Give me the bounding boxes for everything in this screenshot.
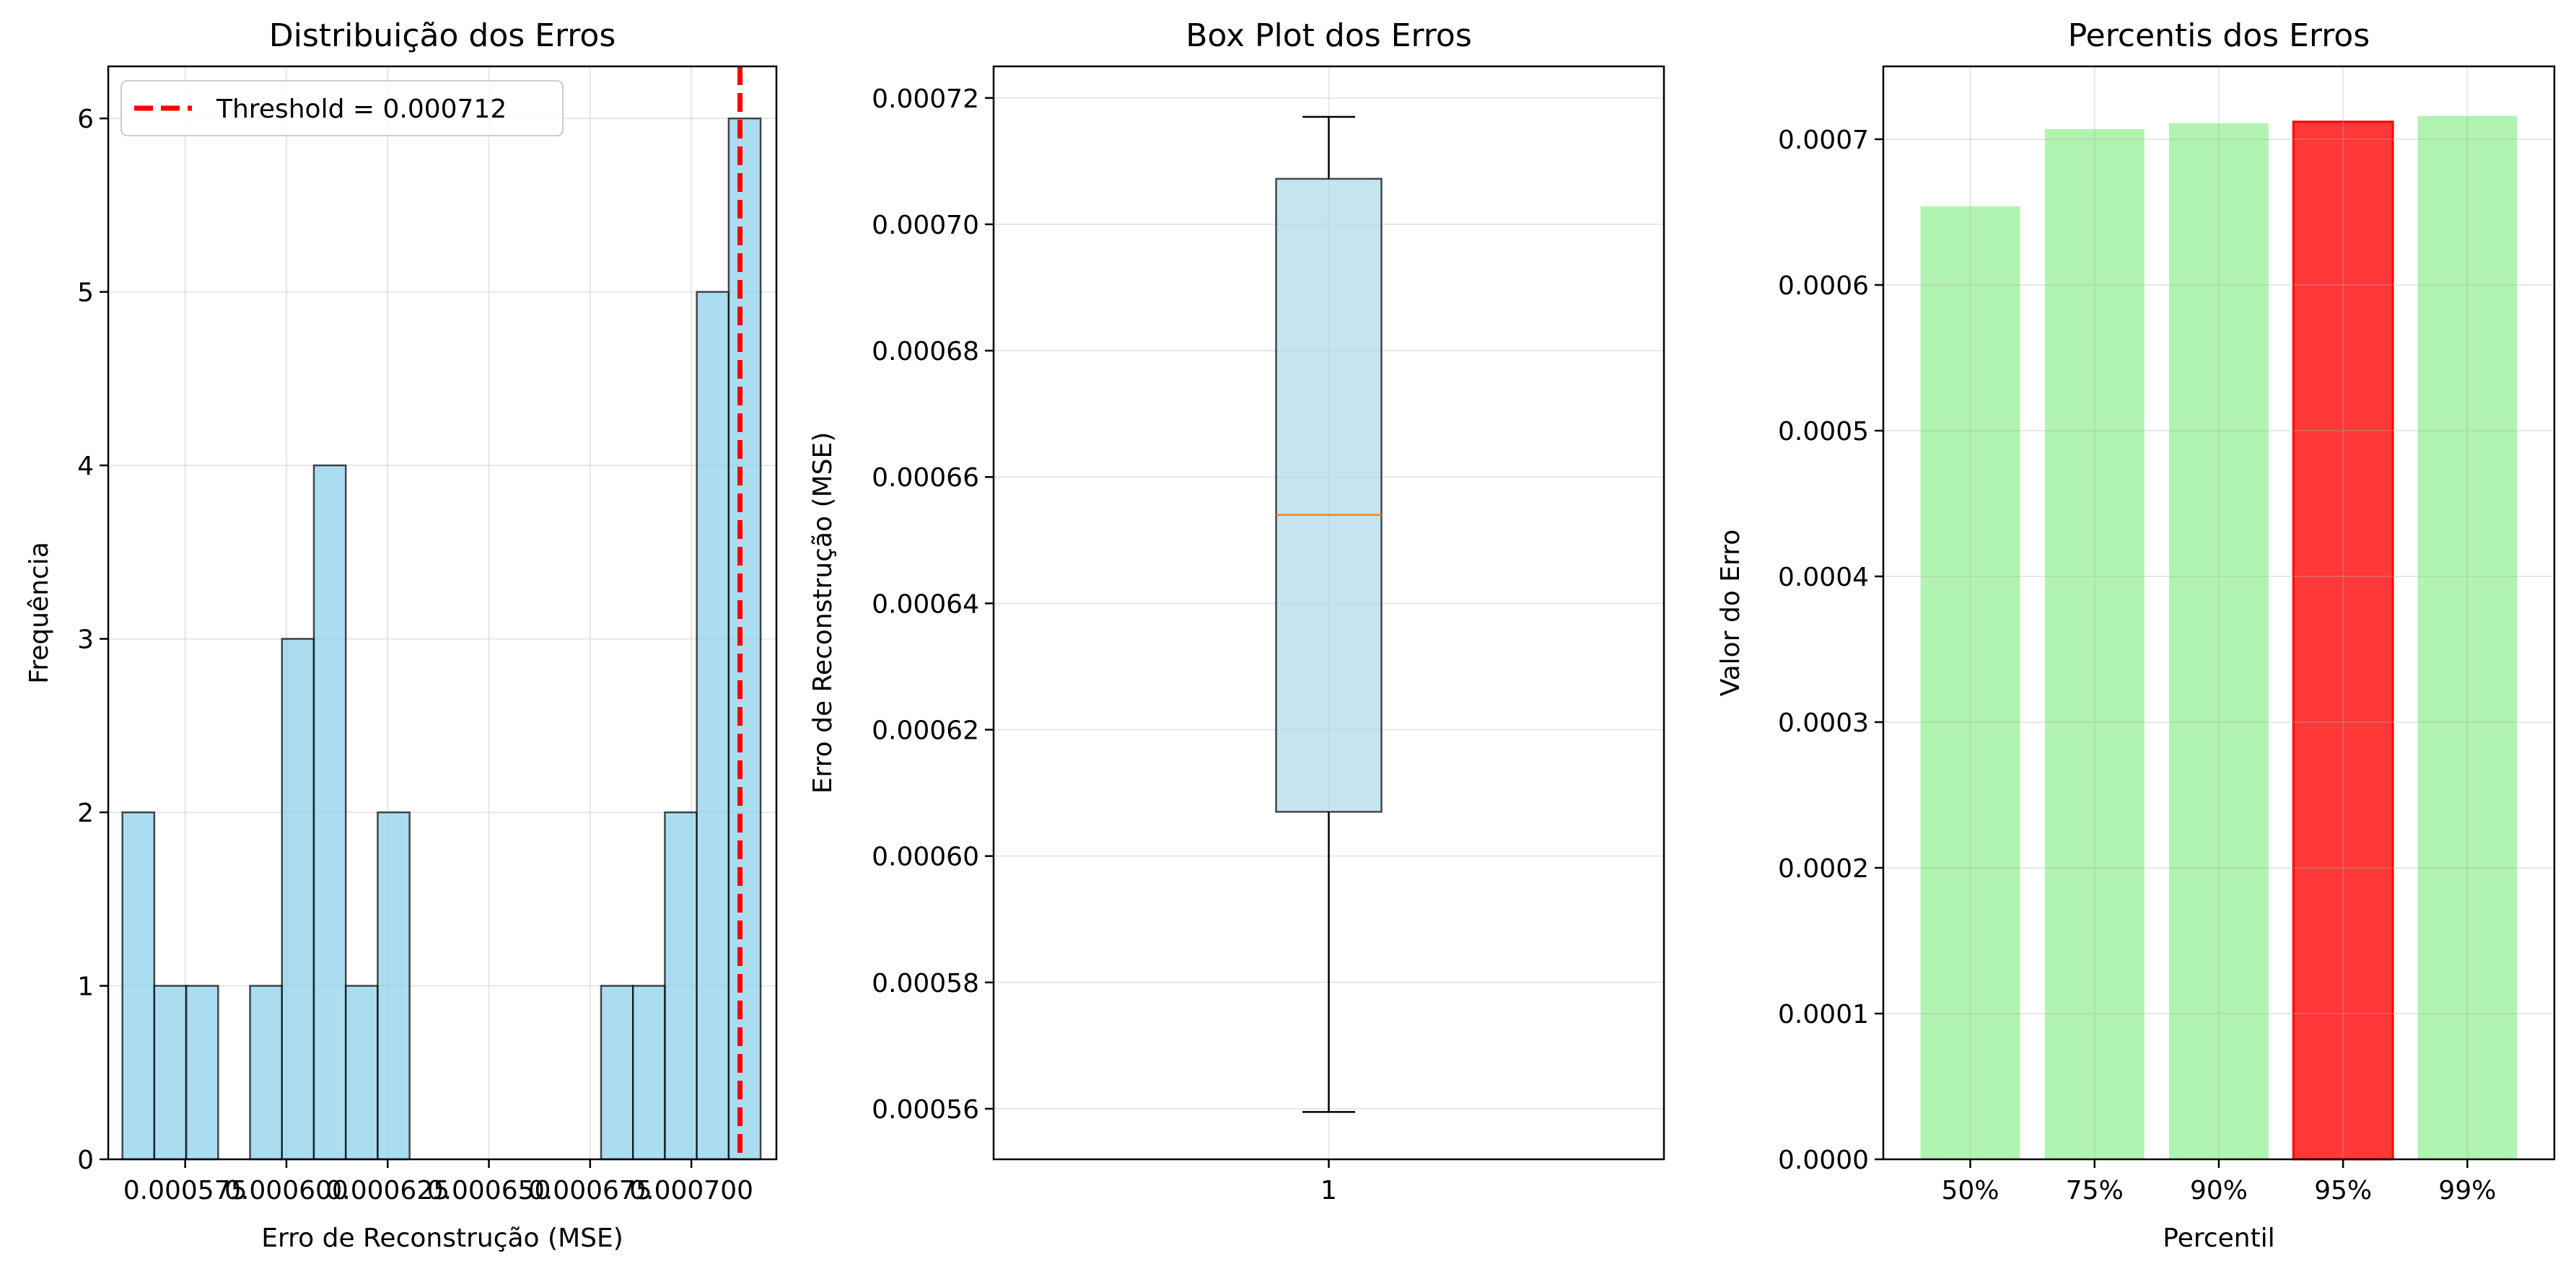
histogram-y-ticks: 0 1 2 3 4 5 6 bbox=[77, 105, 108, 1175]
percentile-x-tick-label-3: 95% bbox=[2314, 1176, 2372, 1205]
histogram-legend: Threshold = 0.000712 bbox=[121, 80, 564, 136]
percentile-y-tick-label-1: 0.0001 bbox=[1778, 1000, 1869, 1029]
percentile-bars bbox=[1920, 115, 2518, 1161]
boxplot-y-tick-label-1: 0.00058 bbox=[872, 969, 979, 998]
percentile-title: Percentis dos Erros bbox=[2068, 17, 2370, 54]
boxplot-y-tick-label-7: 0.00070 bbox=[872, 211, 979, 240]
percentile-y-tick-label-2: 0.0002 bbox=[1778, 854, 1869, 884]
histogram-bar-15 bbox=[600, 985, 634, 1161]
boxplot-y-label: Erro de Reconstrução (MSE) bbox=[808, 432, 838, 794]
boxplot-y-tick-label-8: 0.00072 bbox=[872, 84, 979, 114]
percentile-bar-0 bbox=[1920, 206, 2020, 1159]
percentile-bar-3 bbox=[2292, 120, 2394, 1161]
histogram-y-tick-label-6: 6 bbox=[77, 105, 94, 134]
boxplot-x-tick-label: 1 bbox=[1320, 1176, 1337, 1205]
boxplot-x-ticks: 1 bbox=[1320, 1159, 1337, 1205]
histogram-y-tick-label-2: 2 bbox=[77, 799, 94, 828]
histogram-x-ticks: 0.0005750.0006000.0006250.0006500.000675… bbox=[123, 1159, 753, 1205]
percentile-x-ticks: 50% 75% 90% 95% 99% bbox=[1942, 1159, 2496, 1205]
histogram-y-tick-label-1: 1 bbox=[77, 972, 94, 1002]
boxplot-y-tick-label-0: 0.00056 bbox=[872, 1095, 979, 1125]
histogram-bar-16 bbox=[631, 985, 666, 1161]
legend-threshold-label: Threshold = 0.000712 bbox=[216, 95, 507, 124]
histogram-frame bbox=[107, 65, 778, 1161]
percentile-bar-2 bbox=[2169, 123, 2269, 1159]
boxplot-y-tick-label-5: 0.00066 bbox=[872, 463, 979, 493]
boxplot-box bbox=[1275, 177, 1383, 813]
percentile-x-tick-label-0: 50% bbox=[1942, 1176, 1999, 1205]
percentile-x-tick-label-4: 99% bbox=[2438, 1176, 2496, 1205]
boxplot-y-tick-label-2: 0.00060 bbox=[872, 843, 979, 872]
legend-box bbox=[121, 80, 564, 136]
histogram-y-tick-label-3: 3 bbox=[77, 625, 94, 655]
histogram-bar-17 bbox=[664, 811, 698, 1161]
histogram-bar-1 bbox=[153, 985, 188, 1161]
boxplot-y-tick-label-4: 0.00064 bbox=[872, 589, 979, 619]
histogram-title: Distribuição dos Erros bbox=[269, 17, 616, 54]
histogram-x-tick-label-1: 0.000600 bbox=[224, 1176, 349, 1205]
boxplot-y-tick-label-6: 0.00068 bbox=[872, 337, 979, 366]
boxplot-title: Box Plot dos Erros bbox=[1186, 17, 1472, 54]
histogram-bar-4 bbox=[249, 985, 284, 1161]
percentile-x-tick-label-2: 90% bbox=[2190, 1176, 2248, 1205]
percentile-panel: 0.0000 0.0001 0.0002 0.0003 0.0004 0.0005 0.00… bbox=[1716, 17, 2556, 1253]
boxplot-y-ticks: 0.00056 0.00058 0.00060 0.00062 0.00064 0.000… bbox=[872, 84, 994, 1125]
histogram-bar-0 bbox=[121, 811, 156, 1161]
histogram-y-tick-label-5: 5 bbox=[77, 278, 94, 308]
histogram-y-label: Frequência bbox=[25, 542, 54, 684]
percentile-y-tick-label-0: 0.0000 bbox=[1778, 1146, 1869, 1175]
histogram-y-tick-label-0: 0 bbox=[77, 1146, 94, 1175]
histogram-bar-7 bbox=[344, 985, 379, 1161]
percentile-y-ticks: 0.0000 0.0001 0.0002 0.0003 0.0004 0.0005 0.00… bbox=[1778, 126, 1883, 1175]
percentile-y-tick-label-6: 0.0006 bbox=[1778, 271, 1869, 301]
percentile-y-tick-label-7: 0.0007 bbox=[1778, 126, 1869, 155]
histogram-x-tick-label-0: 0.000575 bbox=[123, 1176, 247, 1205]
histogram-x-tick-label-5: 0.000700 bbox=[629, 1176, 753, 1205]
boxplot-box-group bbox=[1275, 115, 1383, 1113]
histogram-bar-19 bbox=[727, 117, 762, 1161]
percentile-x-label: Percentil bbox=[2163, 1224, 2274, 1253]
histogram-x-tick-label-3: 0.000650 bbox=[427, 1176, 551, 1205]
histogram-y-tick-label-4: 4 bbox=[77, 452, 94, 481]
histogram-bar-2 bbox=[185, 985, 219, 1161]
percentile-y-tick-label-3: 0.0003 bbox=[1778, 708, 1869, 738]
histogram-bar-8 bbox=[377, 811, 411, 1161]
histogram-x-label: Erro de Reconstrução (MSE) bbox=[261, 1224, 623, 1253]
histogram-x-tick-label-4: 0.000675 bbox=[528, 1176, 652, 1205]
percentile-x-tick-label-1: 75% bbox=[2066, 1176, 2124, 1205]
percentile-bar-1 bbox=[2044, 128, 2145, 1160]
histogram-x-tick-label-2: 0.000625 bbox=[325, 1176, 450, 1205]
histogram-bar-18 bbox=[696, 291, 730, 1161]
percentile-bar-4 bbox=[2417, 115, 2518, 1160]
percentile-y-tick-label-5: 0.0005 bbox=[1778, 417, 1869, 447]
boxplot-y-tick-label-3: 0.00062 bbox=[872, 716, 979, 746]
histogram-panel: 0.0005750.0006000.0006250.0006500.000675… bbox=[25, 17, 778, 1253]
boxplot-panel: 0.00056 0.00058 0.00060 0.00062 0.00064 0.000… bbox=[808, 17, 1665, 1205]
histogram-bar-6 bbox=[312, 464, 347, 1161]
percentile-y-tick-label-4: 0.0004 bbox=[1778, 563, 1869, 592]
percentile-grid bbox=[1883, 66, 2554, 1160]
percentile-y-label: Valor do Erro bbox=[1716, 530, 1745, 696]
histogram-bar-5 bbox=[281, 638, 315, 1161]
